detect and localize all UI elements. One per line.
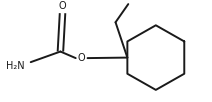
Text: O: O bbox=[78, 53, 85, 63]
Text: O: O bbox=[59, 1, 66, 11]
Text: H₂N: H₂N bbox=[6, 61, 24, 71]
